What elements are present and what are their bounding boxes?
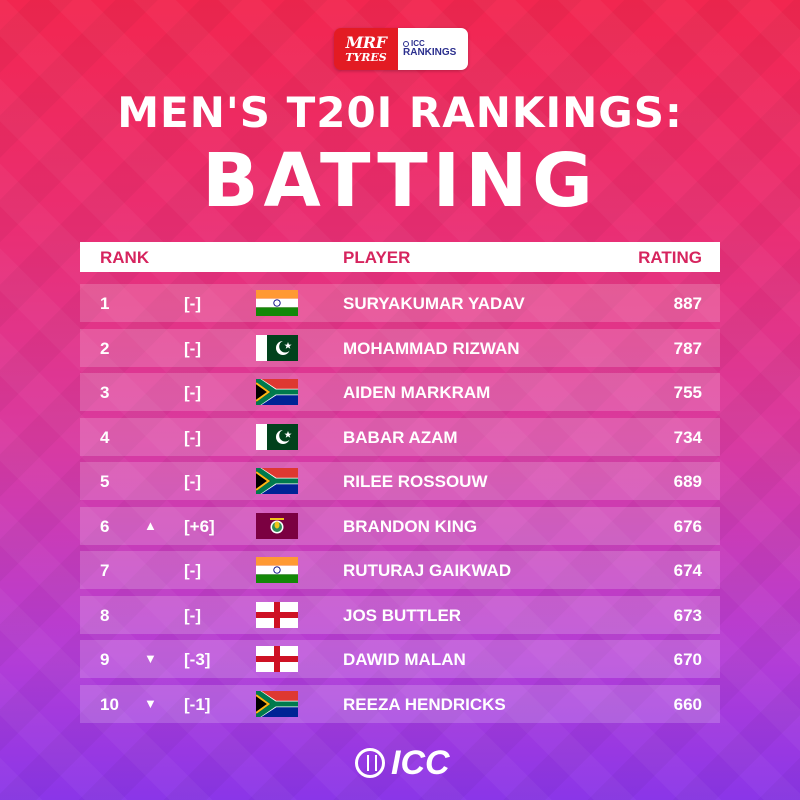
sponsor-logo: MRF TYRES ICC RANKINGS [334,28,468,70]
rating-cell: 676 [673,516,702,536]
player-name-cell: AIDEN MARKRAM [343,383,491,402]
rating-cell: 734 [673,427,702,447]
south-africa-flag-icon [256,379,298,405]
header-rating: RATING [638,248,702,267]
player-name-cell: REEZA HENDRICKS [343,694,506,714]
rank-cell: 8 [100,605,110,625]
arrow-up-icon: ▲ [144,517,157,533]
south-africa-flag-icon [256,468,298,494]
rankings-text: RANKINGS [403,46,457,58]
rank-cell: 7 [100,561,110,580]
rating-cell: 670 [673,650,702,669]
table-row: 3 [-] AIDEN MARKRAM 755 [80,373,720,411]
rank-cell: 6 [100,516,110,536]
south-africa-flag-icon [256,690,298,717]
rank-change-cell: [-] [184,427,201,447]
table-row: 9 ▼ [-3] DAWID MALAN 670 [80,640,720,678]
arrow-down-icon: ▼ [144,651,157,666]
rank-change-cell: [-3] [184,650,211,669]
icc-rankings-logo: ICC RANKINGS [398,28,468,70]
player-name-cell: SURYAKUMAR YADAV [343,294,525,313]
page-subtitle: BATTING [202,138,598,224]
west-indies-flag-icon [256,512,298,539]
rating-cell: 887 [673,294,702,313]
icc-text: ICC [411,38,425,48]
rating-cell: 673 [673,605,702,625]
tyres-text: TYRES [345,51,387,64]
page-title: MEN'S T20I RANKINGS: [117,88,683,137]
rank-change-cell: [-] [184,338,201,358]
rank-cell: 9 [100,650,110,669]
rank-change-cell: [-] [184,472,201,491]
pakistan-flag-icon [256,423,298,450]
table-header: RANK PLAYER RATING [80,242,720,272]
table-row: 10 ▼ [-1] REEZA HENDRICKS 660 [80,684,720,723]
rank-change-cell: [-] [184,294,201,313]
player-name-cell: BRANDON KING [343,516,478,536]
rank-cell: 4 [100,427,110,447]
rating-cell: 787 [673,338,702,358]
header-rank: RANK [100,248,150,267]
rank-cell: 2 [100,338,110,358]
rank-cell: 1 [100,294,110,313]
rank-change-cell: [-] [184,383,201,402]
table-row: 4 [-] BABAR AZAM 734 [80,417,720,456]
rank-change-cell: [-] [184,561,201,580]
rank-change-cell: [-1] [184,694,211,714]
rating-cell: 755 [673,383,702,402]
england-flag-icon [256,646,298,672]
rank-change-cell: [+6] [184,516,215,536]
england-flag-icon [256,601,298,628]
icc-emblem-icon [403,40,409,47]
pakistan-flag-icon [256,334,298,361]
rating-cell: 689 [673,472,702,491]
mrf-tyres-logo: MRF TYRES [334,28,398,70]
header-player: PLAYER [343,248,411,267]
india-flag-icon [256,557,298,583]
icc-emblem-icon [355,748,385,778]
player-name-cell: RILEE ROSSOUW [343,472,488,491]
player-name-cell: DAWID MALAN [343,650,466,669]
rating-cell: 674 [673,561,702,580]
icc-footer-text: ICC [391,743,450,782]
india-flag-icon [256,290,298,316]
rank-cell: 10 [100,694,119,714]
rank-cell: 5 [100,472,110,491]
rank-cell: 3 [100,383,110,402]
mrf-brand-text: MRF [345,33,387,52]
table-row: 6 ▲ [+6] BRANDON KING 676 [80,506,720,545]
player-name-cell: BABAR AZAM [343,427,458,447]
table-row: 1 [-] SURYAKUMAR YADAV 887 [80,284,720,322]
table-row: 2 [-] MOHAMMAD RIZWAN 787 [80,328,720,367]
table-row: 8 [-] JOS BUTTLER 673 [80,595,720,634]
rating-cell: 660 [673,694,702,714]
icc-footer-logo: ICC [355,743,450,783]
arrow-down-icon: ▼ [144,695,157,711]
player-name-cell: MOHAMMAD RIZWAN [343,338,520,358]
player-name-cell: JOS BUTTLER [343,605,462,625]
table-row: 7 [-] RUTURAJ GAIKWAD 674 [80,551,720,589]
rank-change-cell: [-] [184,605,201,625]
player-name-cell: RUTURAJ GAIKWAD [343,561,512,580]
table-row: 5 [-] RILEE ROSSOUW 689 [80,462,720,500]
